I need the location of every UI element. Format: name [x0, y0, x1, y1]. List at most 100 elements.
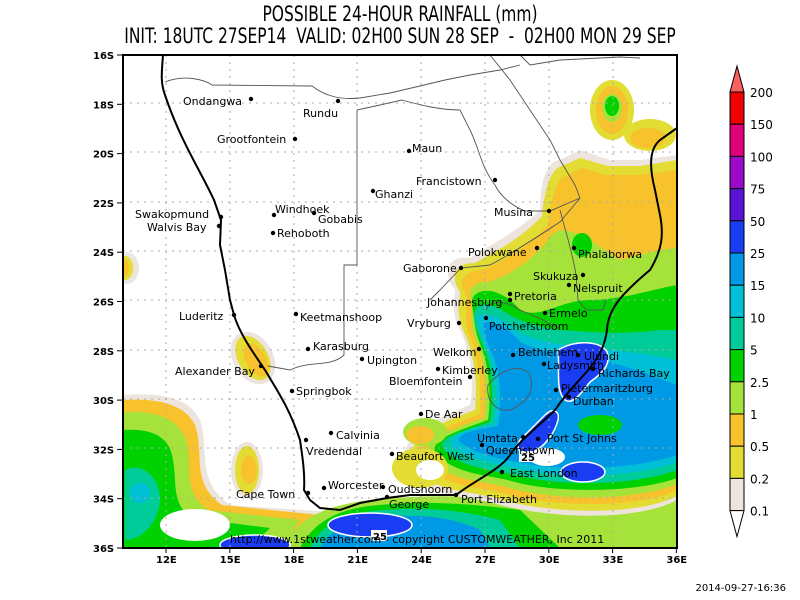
city-label: Ermelo: [549, 307, 588, 320]
city-marker: [219, 215, 223, 219]
lon-tick-label: 24E: [411, 555, 432, 566]
city-marker: [419, 412, 423, 416]
city-marker: [554, 388, 558, 392]
lon-tick-label: 15E: [220, 555, 241, 566]
legend-level-label: 150: [750, 118, 773, 132]
city-label: Vryburg: [407, 317, 451, 330]
city-marker: [511, 353, 515, 357]
city-label: Phalaborwa: [578, 248, 642, 261]
rainfall-color-legend: 200150100755025151052.510.50.20.1: [730, 66, 773, 537]
city-label: Francistown: [416, 175, 482, 188]
lat-tick-label: 36S: [93, 544, 114, 555]
city-label: Pretoria: [514, 290, 557, 303]
legend-swatch: [730, 221, 744, 253]
city-label: East London: [510, 467, 578, 480]
city-marker: [493, 178, 497, 182]
legend-swatch: [730, 124, 744, 156]
city-marker: [567, 395, 571, 399]
legend-level-label: 0.1: [750, 505, 769, 519]
lat-tick-label: 34S: [93, 495, 114, 506]
legend-swatch: [730, 253, 744, 285]
lat-tick-label: 18S: [93, 100, 114, 111]
city-marker: [306, 347, 310, 351]
city-label: Gaboronе: [403, 262, 457, 275]
city-label: Springbok: [296, 385, 352, 398]
city-label: Pietermaritzburg: [561, 382, 653, 395]
legend-swatch: [730, 189, 744, 221]
city-label: Karasburg: [313, 340, 369, 353]
lon-tick-label: 36E: [666, 555, 687, 566]
city-label: Grootfontein: [217, 133, 286, 146]
city-marker: [322, 486, 326, 490]
lat-tick-label: 26S: [93, 298, 114, 309]
city-label: Vredendal: [306, 445, 362, 458]
lon-tick-label: 30E: [539, 555, 560, 566]
lat-tick-label: 30S: [93, 396, 114, 407]
city-marker: [547, 209, 551, 213]
city-label: Port St Johns: [547, 432, 617, 445]
city-marker: [329, 431, 333, 435]
legend-swatch: [730, 478, 744, 510]
lon-tick-label: 21E: [347, 555, 368, 566]
city-label: Cape Town: [236, 488, 295, 501]
city-marker: [306, 491, 310, 495]
city-label: Beaufort West: [396, 450, 475, 463]
city-marker: [390, 452, 394, 456]
city-label: Durban: [573, 395, 614, 408]
lat-tick-label: 32S: [93, 445, 114, 456]
latitude-axis: 16S18S20S22S24S26S28S30S32S34S36S: [93, 51, 123, 555]
city-marker: [381, 485, 385, 489]
city-label: Ondangwa: [183, 95, 242, 108]
city-label: Swakopmund: [135, 208, 209, 221]
city-marker: [232, 313, 236, 317]
lon-tick-label: 33E: [603, 555, 624, 566]
city-label: Polokwane: [468, 246, 527, 259]
city-marker: [484, 316, 488, 320]
city-label: George: [389, 498, 429, 511]
legend-swatch: [730, 317, 744, 349]
timestamp: 2014-09-27-16:36: [695, 583, 786, 594]
city-marker: [477, 347, 481, 351]
legend-swatch: [730, 446, 744, 478]
city-marker: [407, 149, 411, 153]
city-marker: [304, 438, 308, 442]
legend-swatch: [730, 382, 744, 414]
city-label: Calvinia: [336, 429, 380, 442]
city-label: De Aar: [425, 408, 463, 421]
lat-tick-label: 20S: [93, 150, 114, 161]
city-marker: [249, 97, 253, 101]
legend-level-label: 2.5: [750, 376, 769, 390]
city-label: Gobabis: [318, 213, 363, 226]
legend-level-label: 75: [750, 183, 765, 197]
legend-level-label: 200: [750, 86, 773, 100]
city-label: Maun: [412, 142, 442, 155]
legend-level-label: 15: [750, 279, 765, 293]
legend-level-label: 0.2: [750, 472, 769, 486]
city-label: Skukuza: [533, 270, 579, 283]
city-label: Rehoboth: [277, 227, 330, 240]
city-marker: [543, 311, 547, 315]
city-marker: [591, 367, 595, 371]
city-label: Port Elizabeth: [461, 493, 537, 506]
lat-tick-label: 24S: [93, 248, 114, 259]
city-marker: [312, 211, 316, 215]
city-label: Ladysmith: [547, 359, 604, 372]
city-label: Nelspruit: [573, 282, 623, 295]
lon-tick-label: 27E: [475, 555, 496, 566]
city-marker: [500, 470, 504, 474]
lat-tick-label: 22S: [93, 199, 114, 210]
longitude-axis: 12E15E18E21E24E27E30E33E36E: [156, 548, 687, 566]
city-marker: [271, 231, 275, 235]
city-label: Potchefstroom: [489, 320, 568, 333]
lon-tick-label: 12E: [156, 555, 177, 566]
city-label: Musina: [494, 206, 533, 219]
city-label: Ghanzi: [375, 188, 413, 201]
city-marker: [436, 367, 440, 371]
city-marker: [535, 246, 539, 250]
city-marker: [468, 375, 472, 379]
city-marker: [290, 389, 294, 393]
legend-level-label: 1: [750, 408, 758, 422]
rainfall-map: 25 25 OndangwaRunduGrootfonteinMaunFranc…: [0, 0, 800, 600]
legend-swatch: [730, 156, 744, 188]
legend-level-label: 5: [750, 344, 758, 358]
